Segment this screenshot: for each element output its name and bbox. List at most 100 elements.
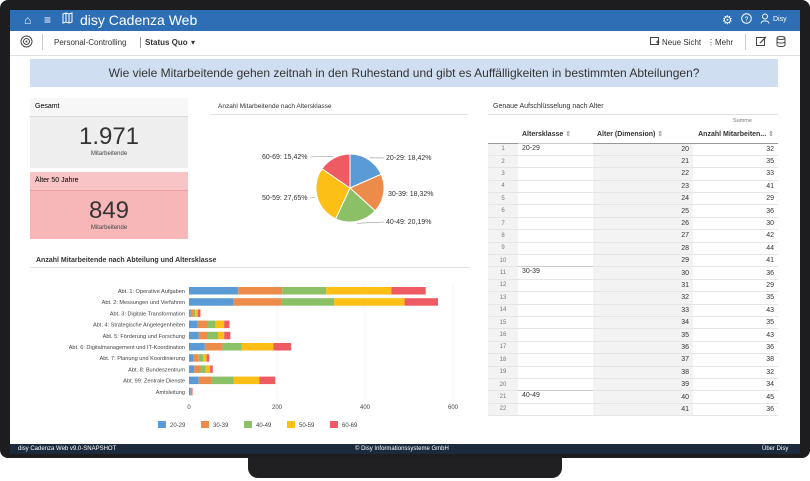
bar-segment-30-39[interactable]	[194, 365, 201, 373]
table-row[interactable]: 17 36 36	[488, 341, 778, 354]
legend-label-60-69[interactable]: 60-69	[342, 423, 358, 429]
bar-segment-20-29[interactable]	[189, 287, 239, 295]
bar-segment-50-59[interactable]	[205, 365, 211, 373]
col-header-alter[interactable]: Alter (Dimension) ⇕	[593, 126, 693, 143]
bar-segment-40-49[interactable]	[198, 354, 204, 362]
bar-segment-40-49[interactable]	[222, 343, 242, 351]
new-view-button[interactable]: Neue Sicht	[662, 38, 702, 47]
bar-segment-60-69[interactable]	[224, 320, 230, 329]
bar-segment-60-69[interactable]	[197, 309, 201, 317]
bar-segment-50-59[interactable]	[326, 287, 392, 295]
menu-icon[interactable]: ≡	[44, 13, 52, 27]
map-icon[interactable]	[62, 12, 73, 27]
home-icon[interactable]: ⌂	[24, 13, 32, 27]
bar-segment-50-59[interactable]	[203, 354, 207, 362]
table-row[interactable]: 8 27 42	[488, 229, 778, 243]
bar-segment-60-69[interactable]	[259, 376, 276, 385]
bar-segment-30-39[interactable]	[190, 387, 192, 396]
bar-segment-50-59[interactable]	[195, 309, 198, 317]
bar-segment-50-59[interactable]	[334, 298, 405, 306]
bar-segment-20-29[interactable]	[189, 331, 199, 340]
table-row[interactable]: 13 32 35	[488, 291, 778, 305]
breadcrumb[interactable]: Personal-Controlling	[54, 38, 127, 47]
bar-segment-40-49[interactable]	[200, 365, 206, 373]
database-icon[interactable]	[776, 36, 786, 50]
pie-slice-20-29[interactable]	[349, 153, 382, 189]
bar-segment-50-59[interactable]	[218, 331, 225, 340]
bar-segment-20-29[interactable]	[189, 376, 199, 385]
target-icon[interactable]	[20, 35, 33, 51]
pie-slice-40-49[interactable]	[334, 187, 376, 223]
table-row[interactable]: 18 37 38	[488, 353, 778, 367]
pie-slice-50-59[interactable]	[315, 168, 351, 220]
more-button[interactable]: Mehr	[715, 38, 734, 47]
table-row[interactable]: 16 35 43	[488, 328, 778, 342]
user-icon[interactable]	[760, 13, 770, 27]
table-row[interactable]: 21 40-49 40 45	[488, 390, 778, 404]
col-header-altersklasse[interactable]: Altersklasse ⇕	[518, 126, 593, 143]
table-row[interactable]: 11 30-39 30 36	[488, 266, 778, 280]
bar-segment-20-29[interactable]	[189, 343, 205, 351]
bar-segment-40-49[interactable]	[281, 298, 335, 306]
table-row[interactable]: 1 20-29 20 32	[488, 142, 778, 156]
table-row[interactable]: 12 31 29	[488, 279, 778, 292]
pie-slice-30-39[interactable]	[349, 173, 385, 212]
table-row[interactable]: 20 39 34	[488, 378, 778, 391]
legend-label-50-59[interactable]: 50-59	[299, 423, 315, 429]
table-row[interactable]: 3 22 33	[488, 167, 778, 181]
bar-segment-60-69[interactable]	[391, 287, 426, 295]
table-row[interactable]: 9 28 44	[488, 242, 778, 255]
bar-segment-30-39[interactable]	[190, 309, 194, 317]
bar-segment-20-29[interactable]	[189, 309, 191, 317]
edit-icon[interactable]	[756, 36, 767, 50]
bar-segment-40-49[interactable]	[211, 376, 234, 385]
table-row[interactable]: 14 33 43	[488, 304, 778, 317]
bar-segment-60-69[interactable]	[273, 343, 292, 351]
sort-icon[interactable]: ⇕	[657, 131, 664, 139]
bar-segment-40-49[interactable]	[207, 331, 219, 340]
bar-segment-40-49[interactable]	[207, 320, 216, 329]
bar-segment-60-69[interactable]	[191, 387, 193, 396]
detail-table-container[interactable]: Summe Altersklasse ⇕ Alter (Dimension) ⇕…	[488, 116, 778, 444]
bar-segment-20-29[interactable]	[189, 387, 191, 396]
chevron-down-icon[interactable]: ▾	[191, 38, 196, 47]
bar-segment-60-69[interactable]	[224, 331, 231, 340]
bar-segment-20-29[interactable]	[189, 365, 195, 373]
table-row[interactable]: 4 23 41	[488, 180, 778, 193]
bar-segment-20-29[interactable]	[189, 298, 233, 306]
bar-segment-30-39[interactable]	[204, 343, 223, 351]
legend-label-30-39[interactable]: 30-39	[213, 423, 229, 429]
bar-segment-40-49[interactable]	[193, 309, 196, 317]
bar-segment-30-39[interactable]	[193, 354, 199, 362]
table-row[interactable]: 22 41 36	[488, 403, 778, 416]
bar-segment-30-39[interactable]	[198, 376, 212, 385]
gear-icon[interactable]: ⚙	[722, 13, 733, 27]
bar-segment-60-69[interactable]	[404, 298, 439, 306]
table-row[interactable]: 7 26 30	[488, 217, 778, 230]
sort-icon[interactable]: ⇕	[768, 131, 774, 139]
bar-segment-30-39[interactable]	[198, 331, 208, 340]
table-row[interactable]: 6 25 36	[488, 204, 778, 218]
table-row[interactable]: 15 34 35	[488, 316, 778, 329]
bar-segment-20-29[interactable]	[189, 320, 198, 329]
bar-segment-50-59[interactable]	[233, 376, 260, 385]
legend-label-20-29[interactable]: 20-29	[170, 423, 186, 429]
legend-label-40-49[interactable]: 40-49	[256, 423, 272, 429]
bar-segment-30-39[interactable]	[238, 287, 283, 295]
bar-segment-60-69[interactable]	[206, 354, 210, 362]
pie-slice-60-69[interactable]	[321, 153, 351, 189]
table-row[interactable]: 10 29 41	[488, 254, 778, 267]
bar-segment-40-49[interactable]	[282, 287, 327, 295]
sort-icon[interactable]: ⇕	[565, 131, 572, 139]
table-row[interactable]: 19 38 32	[488, 366, 778, 379]
bar-segment-50-59[interactable]	[241, 343, 274, 351]
new-view-icon[interactable]	[650, 37, 660, 49]
col-header-anzahl[interactable]: Anzahl Mitarbeiten... ⇕	[693, 126, 778, 143]
help-icon[interactable]: ?	[741, 13, 752, 27]
bar-segment-60-69[interactable]	[210, 365, 213, 373]
bar-segment-30-39[interactable]	[197, 320, 208, 329]
table-row[interactable]: 2 21 35	[488, 155, 778, 168]
bar-segment-50-59[interactable]	[215, 320, 225, 329]
view-selector[interactable]: Status Quo	[145, 38, 188, 47]
bar-segment-20-29[interactable]	[189, 354, 194, 362]
